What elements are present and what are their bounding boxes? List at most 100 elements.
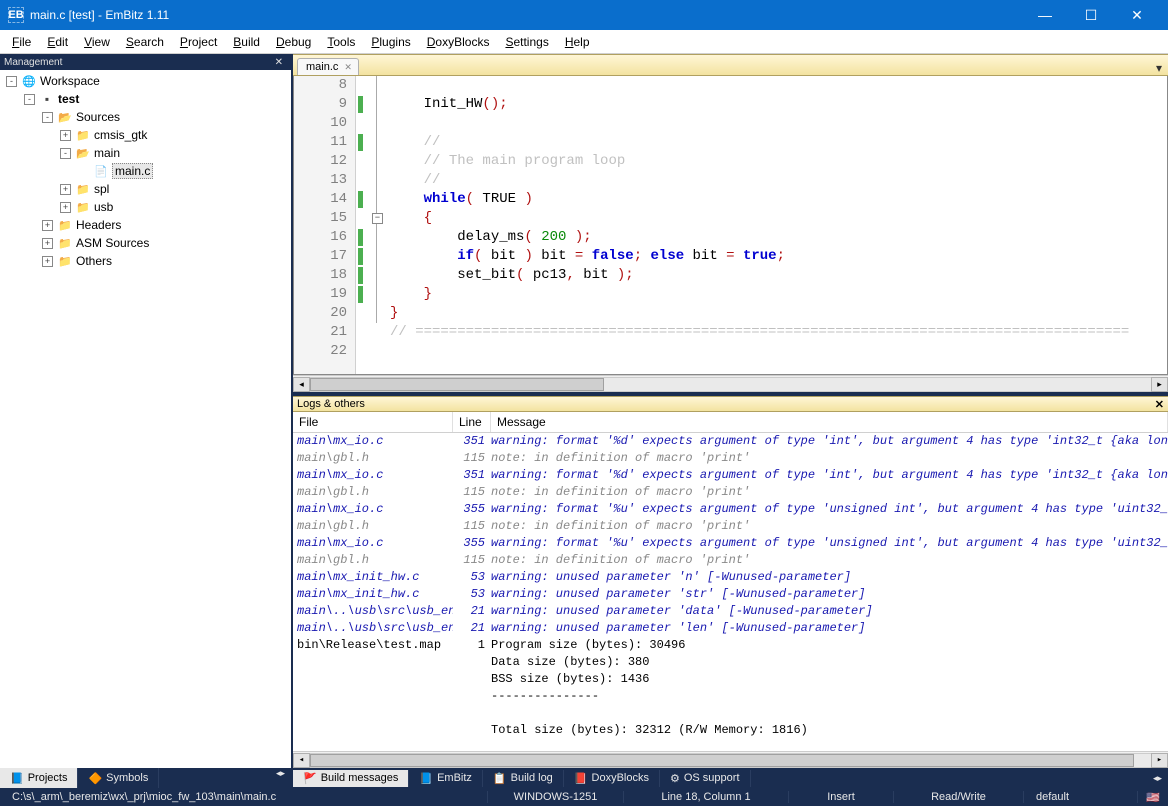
menu-edit[interactable]: Edit (39, 32, 76, 52)
expand-icon[interactable]: + (60, 130, 71, 141)
log-row[interactable]: main\..\usb\src\usb_endp.c21warning: unu… (293, 603, 1168, 620)
expand-icon[interactable]: + (42, 220, 53, 231)
tree-item-others[interactable]: +Others (0, 252, 291, 270)
log-row[interactable]: Total size (bytes): 32312 (R/W Memory: 1… (293, 722, 1168, 739)
tree-item-main-c[interactable]: main.c (0, 162, 291, 180)
expand-icon[interactable]: - (6, 76, 17, 87)
log-line: 355 (453, 535, 491, 552)
log-row[interactable]: main\gbl.h115note: in definition of macr… (293, 484, 1168, 501)
expand-icon[interactable]: + (42, 238, 53, 249)
menu-doxyblocks[interactable]: DoxyBlocks (419, 32, 498, 52)
scroll-track[interactable] (310, 753, 1151, 768)
log-file: main\mx_io.c (293, 535, 453, 552)
logs-hscroll[interactable]: ◂ ▸ (293, 751, 1168, 768)
scroll-right-icon[interactable]: ▸ (1151, 753, 1168, 768)
log-row[interactable]: --------------- (293, 688, 1168, 705)
mgmt-tab-projects[interactable]: 📘Projects (0, 768, 78, 788)
log-row[interactable]: main\mx_io.c351warning: format '%d' expe… (293, 467, 1168, 484)
logs-tab-os-support[interactable]: ⚙OS support (660, 770, 751, 787)
code-editor[interactable]: 8910111213141516171819202122 Init_HW(); … (293, 76, 1168, 375)
log-msg: BSS size (bytes): 1436 (491, 671, 1168, 688)
tree-item-sources[interactable]: -Sources (0, 108, 291, 126)
log-row[interactable] (293, 705, 1168, 722)
log-file: main\..\usb\src\usb_endp.c (293, 603, 453, 620)
logs-tab-scroll[interactable]: ◂▸ (1147, 773, 1168, 784)
menu-debug[interactable]: Debug (268, 32, 319, 52)
mgmt-tab-symbols[interactable]: 🔶Symbols (78, 768, 159, 788)
tree-item-usb[interactable]: +usb (0, 198, 291, 216)
menu-search[interactable]: Search (118, 32, 172, 52)
folder-icon (75, 128, 91, 142)
tree-item-headers[interactable]: +Headers (0, 216, 291, 234)
log-row[interactable]: bin\Release\test.map1Program size (bytes… (293, 637, 1168, 654)
scroll-thumb[interactable] (310, 378, 604, 391)
log-msg: warning: unused parameter 'n' [-Wunused-… (491, 569, 1168, 586)
logs-close-icon[interactable]: ✕ (1155, 398, 1164, 411)
log-msg: note: in definition of macro 'print' (491, 518, 1168, 535)
expand-icon[interactable]: - (24, 94, 35, 105)
scroll-thumb[interactable] (310, 754, 1134, 767)
editor-hscroll[interactable]: ◂ ▸ (293, 375, 1168, 392)
col-file[interactable]: File (293, 412, 453, 432)
menu-plugins[interactable]: Plugins (363, 32, 418, 52)
log-row[interactable]: main\mx_init_hw.c53warning: unused param… (293, 586, 1168, 603)
expand-icon[interactable]: - (60, 148, 71, 159)
expand-icon[interactable]: + (60, 202, 71, 213)
logs-tab-build-messages[interactable]: 🚩Build messages (293, 770, 409, 787)
mgmt-tab-scroll[interactable]: ◂▸ (270, 768, 291, 788)
logs-tab-embitz[interactable]: 📘EmBitz (409, 770, 483, 787)
logs-columns: File Line Message (293, 412, 1168, 433)
scroll-left-icon[interactable]: ◂ (293, 377, 310, 392)
scroll-left-icon[interactable]: ◂ (293, 753, 310, 768)
tree-item-spl[interactable]: +spl (0, 180, 291, 198)
close-button[interactable]: ✕ (1114, 0, 1160, 30)
log-line: 351 (453, 467, 491, 484)
log-line (453, 722, 491, 739)
menu-file[interactable]: File (4, 32, 39, 52)
menu-view[interactable]: View (76, 32, 118, 52)
log-row[interactable]: main\gbl.h115note: in definition of macr… (293, 450, 1168, 467)
tree-item-cmsis-gtk[interactable]: +cmsis_gtk (0, 126, 291, 144)
project-tree[interactable]: -Workspace-test-Sources+cmsis_gtk-main m… (0, 70, 291, 768)
tree-item-test[interactable]: -test (0, 90, 291, 108)
log-row[interactable]: main\gbl.h115note: in definition of macr… (293, 552, 1168, 569)
logs-body[interactable]: main\mx_io.c351warning: format '%d' expe… (293, 433, 1168, 751)
fold-gutter[interactable] (370, 76, 388, 374)
log-msg: Data size (bytes): 380 (491, 654, 1168, 671)
menu-tools[interactable]: Tools (319, 32, 363, 52)
menu-build[interactable]: Build (225, 32, 268, 52)
tree-item-asm-sources[interactable]: +ASM Sources (0, 234, 291, 252)
menu-help[interactable]: Help (557, 32, 598, 52)
log-row[interactable]: main\mx_init_hw.c53warning: unused param… (293, 569, 1168, 586)
col-message[interactable]: Message (491, 412, 1168, 432)
menu-settings[interactable]: Settings (497, 32, 556, 52)
log-row[interactable]: Data size (bytes): 380 (293, 654, 1168, 671)
menu-project[interactable]: Project (172, 32, 225, 52)
log-row[interactable]: main\mx_io.c351warning: format '%d' expe… (293, 433, 1168, 450)
log-row[interactable]: main\mx_io.c355warning: format '%u' expe… (293, 535, 1168, 552)
log-row[interactable]: main\..\usb\src\usb_endp.c21warning: unu… (293, 620, 1168, 637)
tab-dropdown-icon[interactable]: ▾ (1150, 61, 1168, 75)
code-content[interactable]: Init_HW(); // // The main program loop /… (388, 76, 1167, 374)
logs-tab-build-log[interactable]: 📋Build log (483, 770, 564, 787)
management-close-icon[interactable]: ✕ (271, 57, 287, 68)
scroll-track[interactable] (310, 377, 1151, 392)
management-title: Management (4, 57, 62, 68)
col-line[interactable]: Line (453, 412, 491, 432)
logs-tab-doxyblocks[interactable]: 📕DoxyBlocks (564, 770, 660, 787)
minimize-button[interactable]: — (1022, 0, 1068, 30)
editor-area: main.c ✕ ▾ 8910111213141516171819202122 … (293, 54, 1168, 392)
log-row[interactable]: main\gbl.h115note: in definition of macr… (293, 518, 1168, 535)
lang-flag-icon[interactable]: 🇺🇸 (1138, 791, 1168, 804)
expand-icon[interactable]: + (42, 256, 53, 267)
tree-item-main[interactable]: -main (0, 144, 291, 162)
scroll-right-icon[interactable]: ▸ (1151, 377, 1168, 392)
log-row[interactable]: BSS size (bytes): 1436 (293, 671, 1168, 688)
log-row[interactable]: main\mx_io.c355warning: format '%u' expe… (293, 501, 1168, 518)
maximize-button[interactable]: ☐ (1068, 0, 1114, 30)
expand-icon[interactable]: + (60, 184, 71, 195)
editor-tab[interactable]: main.c ✕ (297, 58, 359, 75)
tree-item-workspace[interactable]: -Workspace (0, 72, 291, 90)
tab-close-icon[interactable]: ✕ (344, 62, 352, 73)
expand-icon[interactable]: - (42, 112, 53, 123)
